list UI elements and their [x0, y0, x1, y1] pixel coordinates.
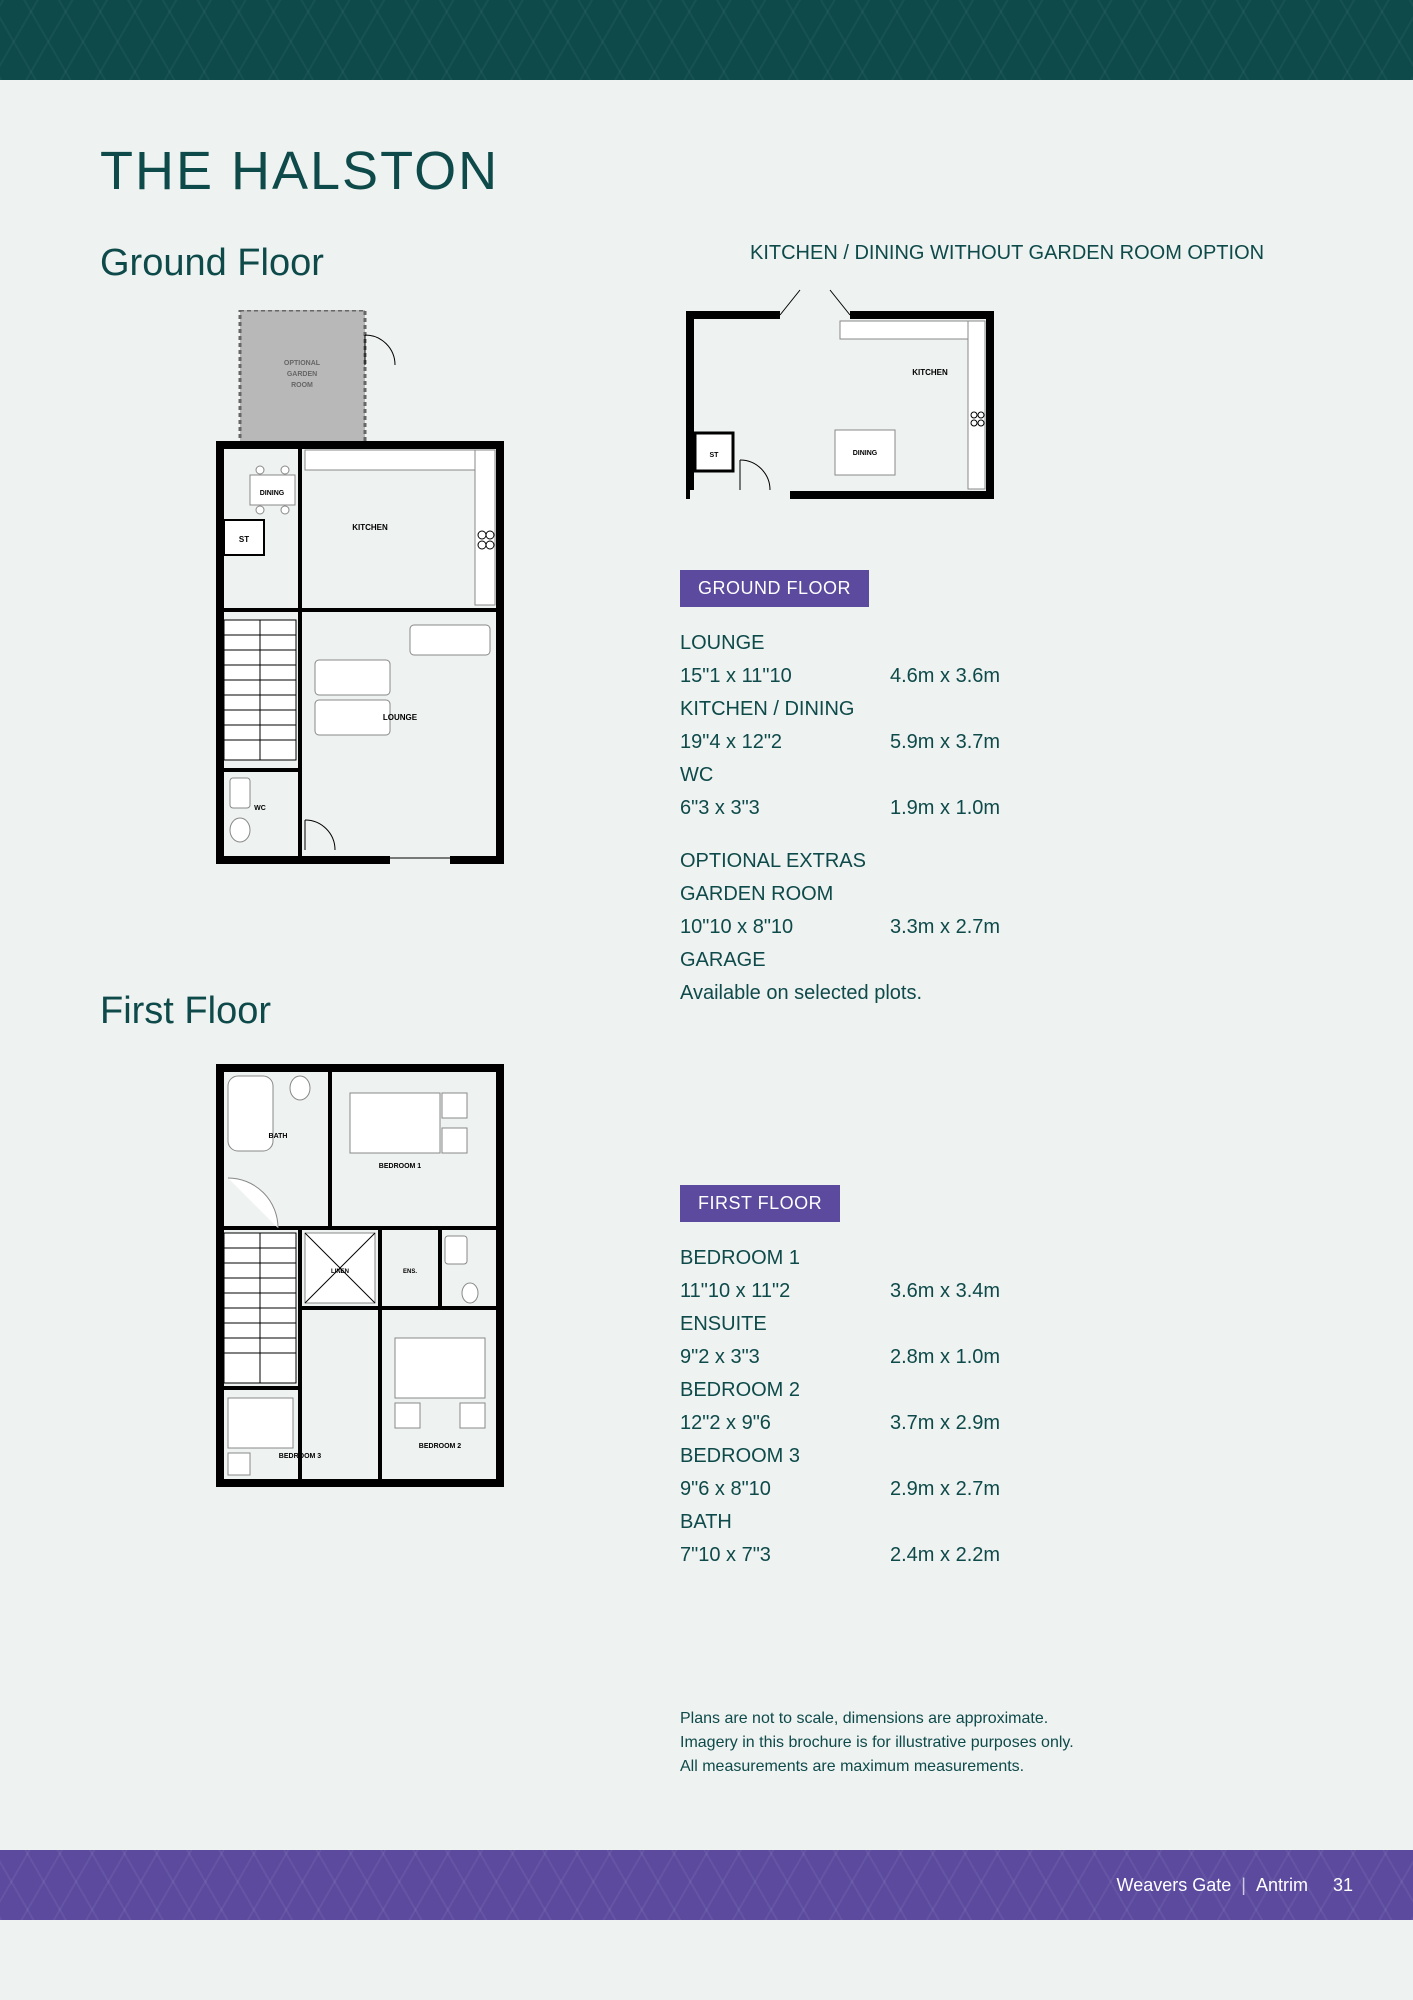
svg-text:DINING: DINING [853, 450, 878, 457]
extras-heading: OPTIONAL EXTRAS [680, 850, 1313, 873]
room-imperial: 19"4 x 12"2 [680, 731, 890, 754]
room-imperial: 12"2 x 9"6 [680, 1412, 890, 1435]
room-imperial: 11"10 x 11"2 [680, 1280, 890, 1303]
room-imperial: 9"2 x 3"3 [680, 1346, 890, 1369]
svg-text:OPTIONAL: OPTIONAL [284, 360, 321, 367]
svg-text:ROOM: ROOM [291, 382, 313, 389]
disclaimer-line: Imagery in this brochure is for illustra… [680, 1731, 1313, 1755]
svg-text:WC: WC [254, 805, 266, 812]
page-content: THE HALSTON Ground Floor OPTIONAL GARDEN… [0, 80, 1413, 1850]
room-name: BEDROOM 3 [680, 1445, 1313, 1468]
room-metric: 5.9m x 3.7m [890, 731, 1030, 754]
extra-name: GARAGE [680, 949, 1313, 972]
room-metric: 2.4m x 2.2m [890, 1544, 1030, 1567]
top-bar [0, 0, 1413, 80]
disclaimer: Plans are not to scale, dimensions are a… [680, 1707, 1313, 1779]
footer-project: Weavers Gate [1117, 1875, 1232, 1896]
footer-page: 31 [1333, 1875, 1353, 1896]
svg-text:KITCHEN: KITCHEN [912, 368, 948, 377]
bottom-bar: Weavers Gate | Antrim 31 [0, 1850, 1413, 1920]
room-metric: 2.9m x 2.7m [890, 1478, 1030, 1501]
ground-floor-heading: Ground Floor [100, 242, 620, 285]
svg-text:LOUNGE: LOUNGE [383, 713, 418, 722]
svg-text:DINING: DINING [260, 490, 285, 497]
ground-floor-specs: LOUNGE 15"1 x 11"10 4.6m x 3.6m KITCHEN … [680, 632, 1313, 1005]
room-metric: 2.8m x 1.0m [890, 1346, 1030, 1369]
first-floor-heading: First Floor [100, 990, 620, 1033]
room-metric: 3.7m x 2.9m [890, 1412, 1030, 1435]
first-floor-badge: FIRST FLOOR [680, 1185, 840, 1222]
svg-text:BATH: BATH [269, 1133, 288, 1140]
extra-metric: 3.3m x 2.7m [890, 916, 1030, 939]
svg-text:ST: ST [710, 452, 720, 459]
house-title: THE HALSTON [100, 140, 1313, 202]
ground-floor-plan: OPTIONAL GARDEN ROOM ST [100, 310, 620, 870]
extra-imperial: 10"10 x 8"10 [680, 916, 890, 939]
svg-text:BEDROOM 2: BEDROOM 2 [419, 1443, 462, 1450]
svg-text:LINEN: LINEN [331, 1269, 349, 1275]
room-metric: 4.6m x 3.6m [890, 665, 1030, 688]
room-imperial: 7"10 x 7"3 [680, 1544, 890, 1567]
footer-location: Antrim [1256, 1875, 1308, 1896]
room-name: ENSUITE [680, 1313, 1313, 1336]
option-plan: KITCHEN DINING ST [680, 285, 1313, 510]
first-floor-specs: BEDROOM 1 11"10 x 11"2 3.6m x 3.4m ENSUI… [680, 1247, 1313, 1567]
room-imperial: 15"1 x 11"10 [680, 665, 890, 688]
svg-text:BEDROOM 1: BEDROOM 1 [379, 1163, 422, 1170]
first-floor-plan: BATH BEDROOM 1 [100, 1058, 620, 1498]
room-imperial: 6"3 x 3"3 [680, 797, 890, 820]
room-metric: 1.9m x 1.0m [890, 797, 1030, 820]
ground-floor-badge: GROUND FLOOR [680, 570, 869, 607]
svg-text:GARDEN: GARDEN [287, 371, 317, 378]
room-imperial: 9"6 x 8"10 [680, 1478, 890, 1501]
extra-note: Available on selected plots. [680, 982, 1313, 1005]
floorplans-column: Ground Floor OPTIONAL GARDEN ROOM [100, 242, 620, 1779]
svg-text:ST: ST [239, 535, 249, 544]
room-name: BEDROOM 2 [680, 1379, 1313, 1402]
specs-column: KITCHEN / DINING WITHOUT GARDEN ROOM OPT… [680, 242, 1313, 1779]
disclaimer-line: All measurements are maximum measurement… [680, 1755, 1313, 1779]
room-name: KITCHEN / DINING [680, 698, 1313, 721]
footer-divider: | [1241, 1875, 1246, 1896]
room-name: BEDROOM 1 [680, 1247, 1313, 1270]
room-name: LOUNGE [680, 632, 1313, 655]
extra-name: GARDEN ROOM [680, 883, 1313, 906]
svg-text:BEDROOM 3: BEDROOM 3 [279, 1453, 322, 1460]
svg-text:KITCHEN: KITCHEN [352, 523, 388, 532]
disclaimer-line: Plans are not to scale, dimensions are a… [680, 1707, 1313, 1731]
room-name: WC [680, 764, 1313, 787]
svg-text:ENS.: ENS. [403, 1269, 417, 1275]
option-caption: KITCHEN / DINING WITHOUT GARDEN ROOM OPT… [750, 242, 1313, 265]
room-name: BATH [680, 1511, 1313, 1534]
room-metric: 3.6m x 3.4m [890, 1280, 1030, 1303]
